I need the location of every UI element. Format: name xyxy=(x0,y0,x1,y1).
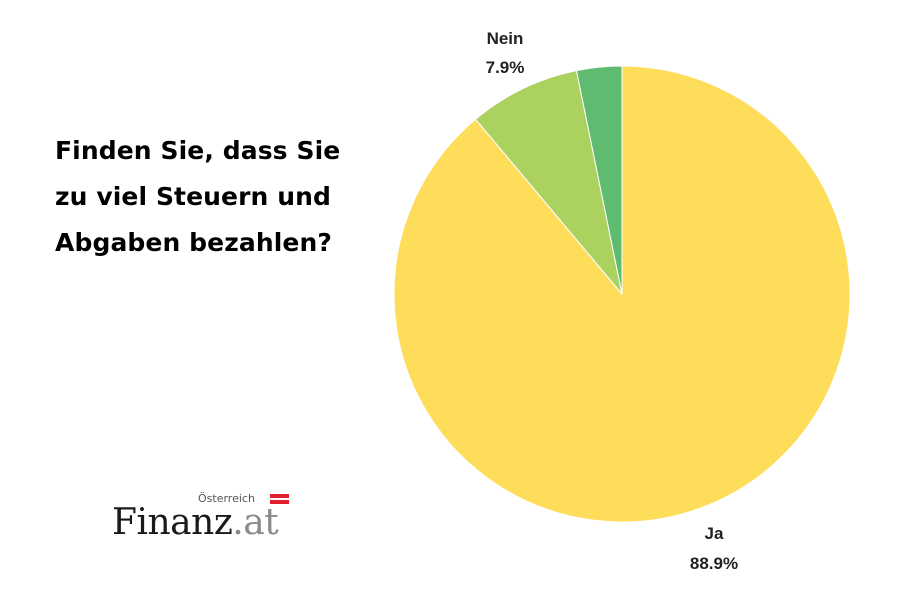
chart-title-line-1: Finden Sie, dass Sie xyxy=(55,136,341,165)
chart-title: Finden Sie, dass Sie zu viel Steuern und… xyxy=(55,128,385,266)
logo-brand: Finanz xyxy=(112,502,233,543)
austria-flag-icon xyxy=(270,494,289,508)
finanz-at-logo: Österreich Finanz.at xyxy=(112,492,302,552)
flag-stripe-middle xyxy=(270,498,289,500)
flag-stripe-bottom xyxy=(270,500,289,504)
pie-labels: Nein 7.9% Ja 88.9% xyxy=(486,29,738,573)
chart-title-line-3: Abgaben bezahlen? xyxy=(55,228,332,257)
logo-tld: .at xyxy=(232,502,279,543)
pie-slice-ja xyxy=(393,65,851,523)
pie-slices xyxy=(393,65,851,523)
logo-country: Österreich xyxy=(198,492,255,505)
pie-slice-other xyxy=(575,65,623,295)
chart-title-line-2: zu viel Steuern und xyxy=(55,182,332,211)
slice-label-ja-name: Ja xyxy=(705,524,724,543)
pie-slice-nein xyxy=(474,70,623,295)
flag-stripe-top xyxy=(270,494,289,498)
slice-label-nein-name: Nein xyxy=(487,29,524,48)
logo-wordmark: Finanz.at xyxy=(112,502,279,543)
slice-label-nein-value: 7.9% xyxy=(486,58,525,77)
slice-label-ja-value: 88.9% xyxy=(690,554,738,573)
